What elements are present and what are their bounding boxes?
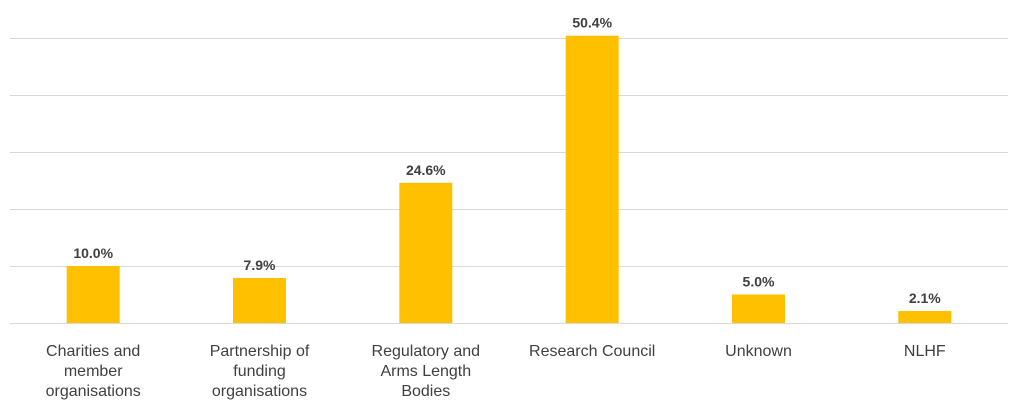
category-label-line: funding [233,363,286,380]
category-label-line: Arms Length [380,363,471,380]
bar [565,35,619,323]
data-label: 2.1% [909,290,941,306]
category-label: Partnership of funding organisations [210,343,310,400]
bar [233,278,286,323]
category-label-line: Research Council [529,343,655,360]
category-label-line: Regulatory and [372,343,481,360]
bar [399,182,453,323]
category-label: Charities and member organisations [46,343,141,400]
bar [898,311,952,323]
gridlines [10,38,1008,324]
category-label: Unknown [725,343,792,360]
data-label: 5.0% [743,274,775,290]
bar [66,266,120,323]
data-label: 7.9% [244,257,276,273]
data-label: 50.4% [572,15,612,31]
data-labels: 10.0% 7.9% 24.6% 50.4% 5.0% 2.1% [73,15,941,306]
category-label-line: Bodies [401,383,450,400]
category-label-line: Partnership of [210,343,310,360]
category-label-line: NLHF [904,343,946,360]
category-label-line: organisations [46,383,141,400]
category-label-line: organisations [212,383,307,400]
data-label: 10.0% [73,245,113,261]
category-label-line: Unknown [725,343,792,360]
category-label: Regulatory and Arms Length Bodies [372,343,481,400]
category-label: Research Council [529,343,655,360]
bar [732,294,785,323]
category-label: NLHF [904,343,946,360]
data-label: 24.6% [406,162,446,178]
category-labels: Charities and member organisationsPartners… [46,343,946,400]
category-label-line: member [64,363,123,380]
category-label-line: Charities and [46,343,140,360]
bars [66,35,952,323]
